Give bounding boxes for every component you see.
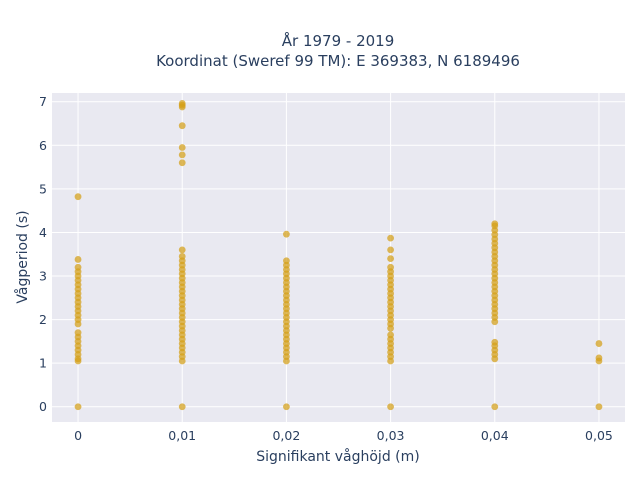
data-point (178, 253, 186, 260)
data-point (491, 338, 499, 346)
y-tick-label: 1 (39, 356, 47, 371)
x-tick-label: 0,02 (272, 428, 300, 443)
data-point (387, 331, 394, 339)
y-tick-label: 4 (39, 225, 47, 240)
y-tick-label: 6 (39, 138, 47, 153)
x-tick-label: 0,04 (481, 428, 509, 443)
x-tick-label: 0,05 (585, 428, 613, 443)
data-point (178, 100, 186, 107)
y-axis-title: Vågperiod (s) (14, 210, 31, 303)
y-tick-label: 0 (39, 399, 47, 414)
chart-title-line-2: Koordinat (Sweref 99 TM): E 369383, N 61… (156, 52, 520, 70)
x-tick-label: 0 (74, 428, 82, 443)
data-point (178, 151, 186, 159)
y-tick-label: 5 (39, 181, 47, 196)
x-axis-title: Signifikant våghöjd (m) (256, 448, 419, 465)
chart-title-line-1: År 1979 - 2019 (282, 31, 395, 50)
data-point (74, 256, 82, 263)
data-point (74, 329, 82, 337)
data-points (74, 100, 603, 411)
data-point (178, 122, 186, 130)
x-tick-label: 0,01 (168, 428, 196, 443)
y-tick-label: 2 (39, 312, 47, 327)
data-point (491, 403, 499, 411)
y-axis-ticks: 0 1 2 3 4 5 6 7 (39, 94, 47, 414)
x-tick-label: 0,03 (377, 428, 405, 443)
data-point (283, 257, 290, 265)
data-point (74, 263, 82, 271)
data-point (595, 403, 603, 411)
data-point (387, 255, 394, 262)
y-tick-label: 7 (39, 94, 47, 109)
data-point (491, 220, 499, 228)
data-point (74, 403, 82, 411)
data-point (595, 354, 603, 362)
data-point (178, 144, 186, 151)
data-point (595, 340, 603, 347)
data-point (74, 193, 82, 201)
data-point (178, 159, 186, 167)
x-axis-ticks: 0 0,01 0,02 0,03 0,04 0,05 (74, 428, 613, 443)
data-point (387, 403, 394, 411)
plot-area (52, 93, 625, 422)
data-point (387, 234, 394, 242)
y-tick-label: 3 (39, 269, 47, 284)
data-point (283, 230, 290, 238)
data-point (387, 263, 394, 271)
data-point (178, 246, 186, 254)
gridlines (52, 93, 625, 422)
data-point (283, 403, 290, 411)
data-point (178, 403, 186, 411)
data-point (387, 246, 394, 254)
